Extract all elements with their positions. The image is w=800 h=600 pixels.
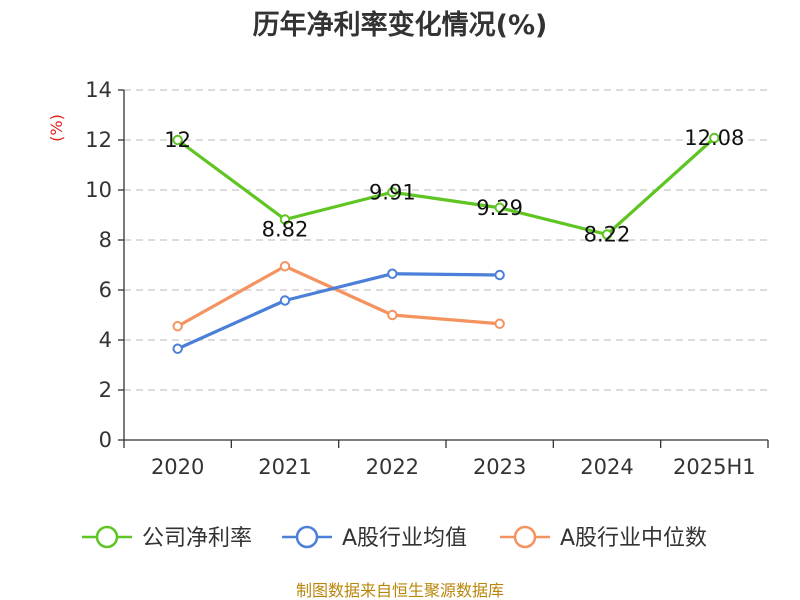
legend-marker [295,525,319,549]
data-label: 12 [164,128,191,152]
data-point [494,318,505,329]
y-axis-unit-label: (%) [47,114,66,142]
x-tick-label: 2022 [366,455,419,479]
data-label: 8.82 [262,218,309,242]
data-point [387,187,398,198]
y-tick-label: 8 [99,228,112,252]
data-label: 8.22 [584,223,631,247]
axis-layer: 0 2 4 6 8 10 12 14 2020 2021 2022 2023 2024 2025H1 [85,78,769,479]
series-layer [172,132,720,354]
x-tick-label: 2020 [151,455,204,479]
legend-marker [95,525,119,549]
grid-layer [124,89,768,391]
series-line [176,264,500,328]
x-tick-label: 2024 [580,455,633,479]
y-tick-label: 12 [85,128,112,152]
data-point [172,321,183,332]
data-point [387,309,398,321]
x-tick-label: 2023 [473,455,526,479]
data-point [279,214,291,225]
data-point [601,229,613,240]
data-label: 12.08 [684,126,744,150]
legend-marker [513,525,537,549]
y-tick-label: 4 [99,328,112,352]
y-tick-label: 2 [99,378,112,402]
legend-label: A股行业中位数 [560,526,707,551]
data-label: 9.91 [369,180,416,204]
data-label: 9.29 [476,196,523,220]
data-label-layer: 12 8.82 9.91 9.29 8.22 12.08 [164,126,744,247]
legend: 公司净利率 A股行业均值 A股行业中位数 [82,525,707,551]
legend-label: A股行业均值 [342,526,467,551]
data-point [279,295,291,306]
legend-label: 公司净利率 [142,526,252,551]
data-point [494,269,505,281]
data-point [279,261,291,272]
x-tick-label: 2021 [258,455,311,479]
y-tick-label: 10 [85,178,112,202]
data-point [709,132,720,144]
x-tick-label: 2025H1 [673,455,756,479]
data-point [494,202,505,213]
data-point [172,343,183,354]
series-line [176,136,716,237]
y-tick-label: 0 [99,428,112,452]
chart-title: 历年净利率变化情况(%) [253,9,548,41]
y-tick-label: 14 [85,78,112,102]
series-line [177,272,500,351]
data-point [387,268,398,279]
source-note: 制图数据来自恒生聚源数据库 [296,581,504,600]
data-point [172,134,183,146]
y-tick-label: 6 [99,278,112,302]
